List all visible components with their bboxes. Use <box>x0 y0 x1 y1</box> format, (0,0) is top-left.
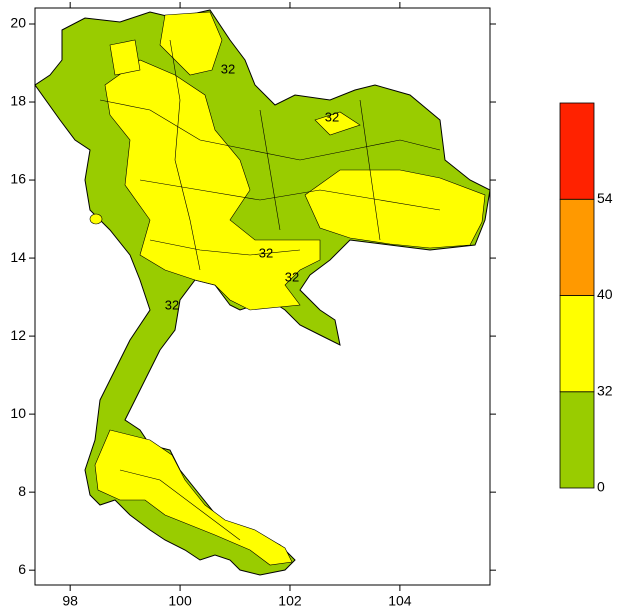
y-tick-label: 6 <box>18 561 26 577</box>
zone <box>159 11 223 76</box>
y-tick-label: 10 <box>10 405 26 421</box>
colorbar-segment <box>559 102 595 200</box>
colorbar-segment <box>559 391 595 489</box>
contour-label: 32 <box>285 269 299 284</box>
yellow-zones <box>89 11 486 566</box>
colorbar-segment <box>559 295 595 393</box>
contour-label: 32 <box>221 61 235 76</box>
contour-label: 32 <box>325 109 339 124</box>
y-tick-label: 18 <box>10 93 26 109</box>
x-tick-label: 104 <box>388 593 412 609</box>
y-tick-label: 14 <box>10 249 26 265</box>
y-tick-label: 12 <box>10 327 26 343</box>
colorbar-label: 40 <box>597 286 613 302</box>
zone <box>94 429 293 566</box>
y-tick-label: 20 <box>10 15 26 31</box>
contour-label: 32 <box>165 297 179 312</box>
y-tick-label: 16 <box>10 171 26 187</box>
contour-label: 32 <box>259 245 273 260</box>
zone <box>89 213 103 225</box>
y-tick-label: 8 <box>18 483 26 499</box>
colorbar-label: 54 <box>597 190 613 206</box>
zone <box>304 169 486 249</box>
colorbar-label: 0 <box>597 479 605 495</box>
colorbar-label: 32 <box>597 382 613 398</box>
x-tick-label: 100 <box>168 593 192 609</box>
zone <box>104 59 321 311</box>
colorbar-segment <box>559 198 595 296</box>
province-lines <box>99 39 441 541</box>
zone <box>109 39 141 76</box>
x-tick-label: 98 <box>62 593 78 609</box>
x-tick-label: 102 <box>278 593 302 609</box>
zone <box>314 111 361 136</box>
